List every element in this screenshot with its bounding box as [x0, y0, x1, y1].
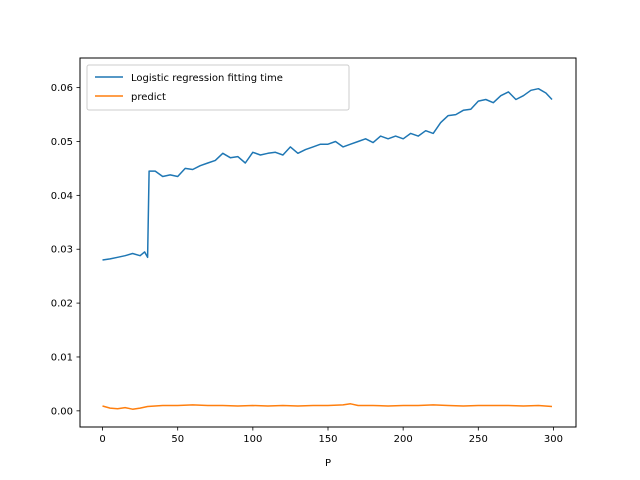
y-tick-label: 0.05 — [51, 137, 73, 148]
legend: Logistic regression fitting time predict — [86, 64, 350, 111]
legend-label: Logistic regression fitting time — [131, 73, 283, 84]
y-axis: 0.00 0.01 0.02 0.03 0.04 0.05 0.06 — [51, 83, 80, 417]
y-tick-label: 0.03 — [51, 245, 73, 256]
y-tick-label: 0.02 — [51, 299, 73, 310]
x-tick-label: 250 — [469, 434, 488, 445]
y-tick-label: 0.04 — [51, 191, 73, 202]
x-tick-label: 100 — [243, 434, 262, 445]
series-line-2 — [102, 403, 553, 410]
x-axis: 0 50 100 150 200 250 300 — [99, 427, 563, 445]
legend-box — [86, 64, 350, 111]
x-tick-label: 150 — [318, 434, 337, 445]
x-tick-label: 0 — [99, 434, 105, 445]
x-tick-label: 300 — [544, 434, 563, 445]
legend-label: predict — [131, 92, 166, 103]
x-tick-label: 200 — [394, 434, 413, 445]
x-tick-label: 50 — [171, 434, 184, 445]
y-tick-label: 0.01 — [51, 352, 73, 363]
y-tick-label: 0.00 — [51, 406, 73, 417]
plot-area — [102, 87, 553, 410]
series-line-1 — [102, 87, 553, 261]
x-axis-label: P — [325, 458, 331, 469]
y-tick-label: 0.06 — [51, 83, 73, 94]
